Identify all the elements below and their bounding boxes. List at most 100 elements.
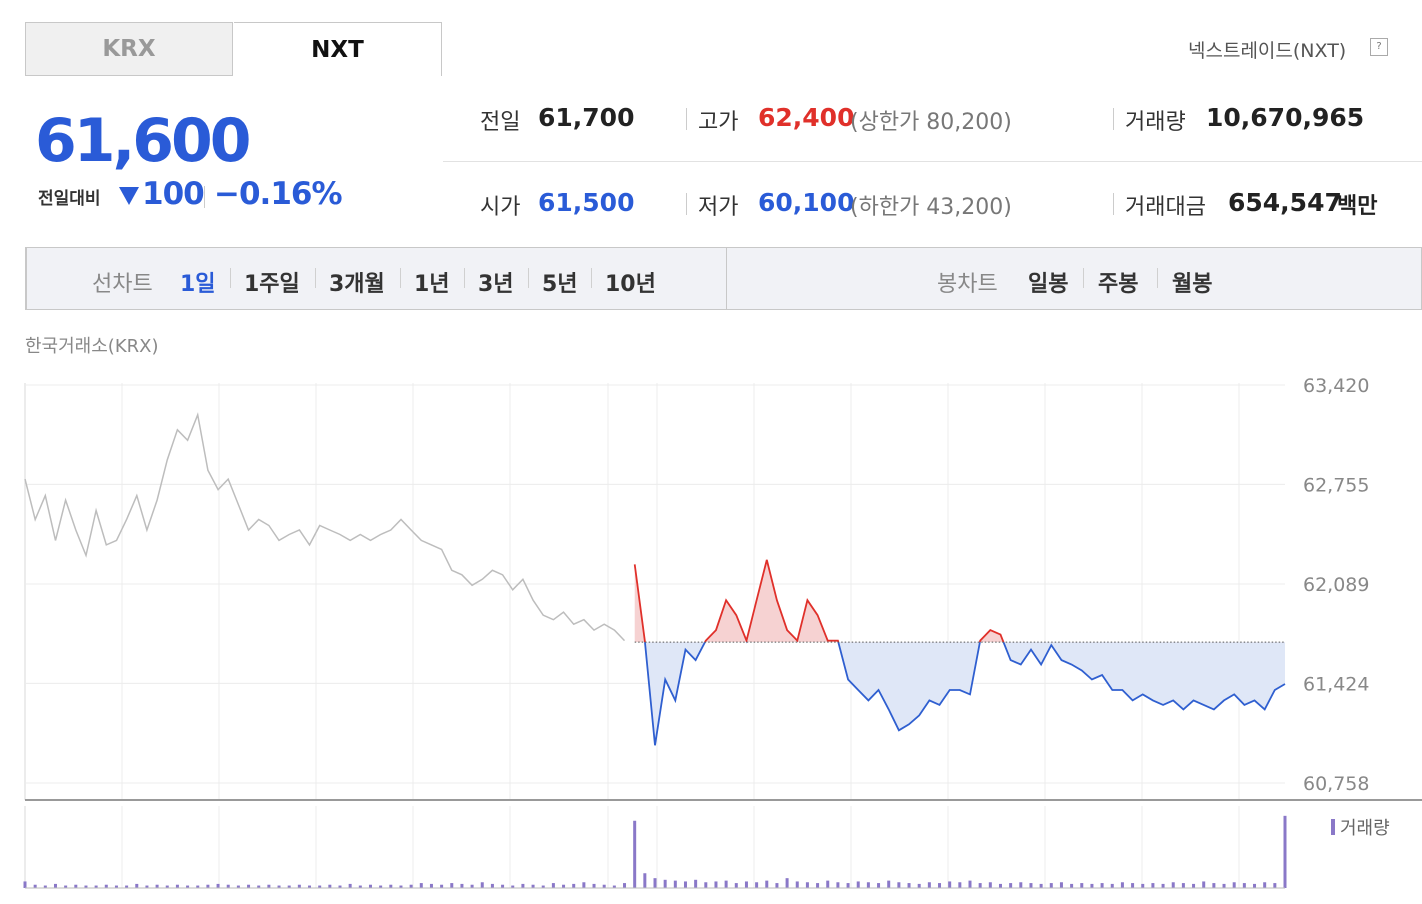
volume-bar	[399, 885, 403, 888]
tab[interactable]: KRX	[25, 22, 233, 76]
volume-bar	[856, 881, 860, 888]
volume-bar	[653, 878, 657, 888]
volume-bar	[490, 883, 494, 888]
volume-bar	[968, 880, 972, 888]
volume-bar	[358, 885, 362, 888]
period-tab[interactable]: 1일	[180, 272, 216, 297]
period-tab[interactable]: 1주일	[244, 272, 300, 297]
volume-bar	[1090, 883, 1094, 888]
volume-bar	[826, 880, 830, 888]
separator	[686, 193, 687, 215]
volume-bar	[186, 885, 190, 888]
quote-note: (상한가 80,200)	[850, 110, 1012, 135]
volume-bar	[257, 885, 261, 888]
quote-value: 654,547	[1228, 188, 1342, 217]
source: 한국거래소(KRX)	[25, 336, 159, 357]
volume-bar	[1019, 882, 1023, 888]
volume-bar	[1100, 883, 1104, 888]
volume-bar	[704, 882, 708, 888]
separator	[464, 268, 465, 288]
current-price: 61,600	[35, 106, 252, 176]
y-tick-label: 62,755	[1303, 474, 1369, 496]
volume-bar	[501, 884, 505, 888]
volume-bar	[1283, 815, 1287, 888]
volume-bar	[1273, 883, 1277, 888]
volume-bar	[1131, 883, 1135, 888]
help-icon[interactable]: ?	[1370, 38, 1388, 56]
volume-bar	[663, 879, 667, 888]
volume-bar	[94, 885, 98, 888]
volume-bar	[1242, 883, 1246, 888]
volume-bar	[541, 885, 545, 888]
volume-bar	[511, 885, 515, 888]
market-link[interactable]: 넥스트레이드(NXT)	[1188, 40, 1347, 62]
volume-bar	[145, 885, 149, 888]
volume-bar	[612, 885, 616, 888]
divider	[726, 248, 727, 309]
area-up	[634, 559, 1285, 643]
volume-bar	[470, 884, 474, 888]
period-tab[interactable]: 10년	[605, 272, 656, 297]
volume-bar	[602, 884, 606, 888]
volume-bar	[267, 884, 271, 888]
volume-bar	[521, 883, 525, 888]
volume-bar	[216, 883, 220, 888]
separator	[315, 268, 316, 288]
volume-bar	[998, 883, 1002, 888]
change: 100	[142, 176, 205, 212]
volume-bar	[277, 885, 281, 888]
candle-tab[interactable]: 일봉	[1028, 272, 1069, 297]
volume-bar	[338, 885, 342, 888]
volume-bar	[206, 884, 210, 888]
volume-bar	[1151, 883, 1155, 888]
volume-bar	[1192, 883, 1196, 888]
candle-tab[interactable]: 월봉	[1172, 272, 1213, 297]
volume-bar	[694, 879, 698, 888]
period-tab[interactable]: 5년	[542, 272, 578, 297]
volume-bar	[582, 882, 586, 888]
volume-bar	[714, 881, 718, 888]
volume-bar	[744, 881, 748, 888]
period-tab[interactable]: 1년	[414, 272, 450, 297]
quote-value: 61,700	[538, 103, 635, 132]
volume-bar	[897, 882, 901, 888]
volume-bar	[755, 882, 759, 888]
separator	[591, 268, 592, 288]
quote-unit: 백만	[1337, 194, 1378, 219]
volume-bar	[592, 883, 596, 888]
y-tick-label: 60,758	[1303, 773, 1369, 795]
down-arrow	[119, 187, 139, 205]
separator	[204, 186, 205, 208]
tab-group-label: 봉차트	[937, 272, 998, 297]
volume-bar	[683, 881, 687, 888]
volume-bar	[1059, 882, 1063, 888]
volume-bar	[734, 883, 738, 888]
volume-bar	[33, 884, 37, 888]
volume-bar	[765, 880, 769, 888]
volume-bar	[84, 885, 88, 888]
volume-bar	[155, 884, 159, 888]
candle-tab[interactable]: 주봉	[1098, 272, 1139, 297]
volume-bar	[297, 884, 301, 888]
y-tick-label: 62,089	[1303, 574, 1369, 596]
volume-bar	[907, 883, 911, 888]
volume-bar	[308, 885, 312, 888]
tab[interactable]: NXT	[234, 22, 442, 76]
volume-bar	[175, 884, 179, 888]
volume-bar	[1009, 883, 1013, 888]
volume-bar	[1080, 883, 1084, 888]
volume-bar	[440, 884, 444, 888]
volume-bar	[623, 883, 627, 888]
volume-bar	[1029, 883, 1033, 888]
period-tab[interactable]: 3개월	[329, 272, 385, 297]
quote-label: 거래대금	[1125, 195, 1206, 220]
period-tab[interactable]: 3년	[478, 272, 514, 297]
volume-bar	[846, 883, 850, 888]
separator	[1113, 193, 1114, 215]
change-pct: −0.16%	[214, 176, 343, 212]
volume-bar	[562, 884, 566, 888]
volume-bar	[226, 884, 230, 888]
volume-bar	[1070, 883, 1074, 888]
volume-bar	[551, 883, 555, 888]
